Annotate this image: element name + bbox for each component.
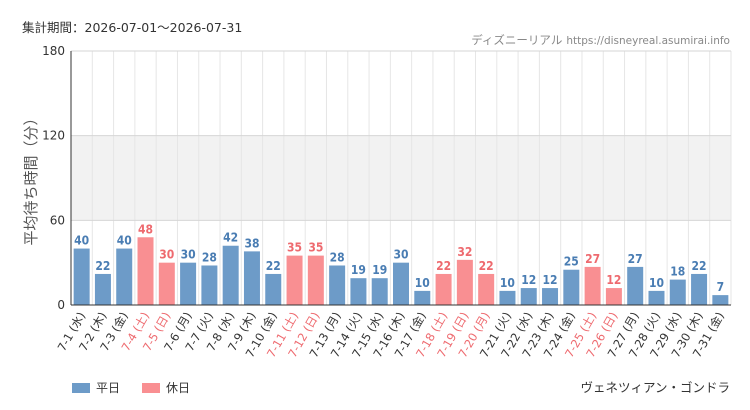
bar — [243, 251, 260, 305]
value-label: 7 — [717, 280, 725, 294]
bar — [116, 248, 133, 305]
y-tick-label: 120 — [42, 129, 65, 143]
bar — [648, 290, 665, 305]
value-label: 19 — [372, 263, 387, 277]
value-label: 28 — [202, 250, 217, 264]
y-tick-label: 0 — [57, 298, 65, 312]
bar — [94, 273, 111, 305]
value-label: 22 — [479, 259, 494, 273]
period-range: 2026-07-01〜2026-07-31 — [84, 20, 243, 35]
value-label: 22 — [436, 259, 451, 273]
value-label: 30 — [393, 248, 408, 262]
bar — [669, 279, 686, 305]
bar — [180, 262, 197, 305]
bar — [201, 265, 218, 305]
legend-item-holiday: 休日 — [142, 379, 190, 396]
legend-swatch-weekday — [72, 382, 90, 393]
site-name: ディズニーリアル — [471, 33, 563, 47]
value-label: 18 — [670, 265, 685, 279]
bar — [712, 295, 729, 305]
value-label: 22 — [266, 259, 281, 273]
bar — [435, 273, 452, 305]
value-label: 42 — [223, 231, 238, 245]
bar — [73, 248, 90, 305]
bar — [414, 290, 431, 305]
value-label: 30 — [181, 248, 196, 262]
bar — [563, 269, 580, 305]
value-label: 22 — [95, 259, 110, 273]
bar — [329, 265, 346, 305]
value-label: 10 — [415, 276, 430, 290]
value-label: 22 — [692, 259, 707, 273]
value-label: 10 — [500, 276, 515, 290]
value-label: 12 — [606, 273, 621, 287]
attraction-name: ヴェネツィアン・ゴンドラ — [580, 380, 730, 395]
legend-label-holiday: 休日 — [166, 381, 191, 395]
legend-swatch-holiday — [142, 382, 161, 393]
value-label: 40 — [117, 234, 132, 248]
bar — [605, 288, 622, 305]
value-label: 30 — [159, 248, 174, 262]
value-label: 12 — [521, 273, 536, 287]
bar — [499, 290, 516, 305]
value-label: 32 — [457, 245, 472, 259]
bar — [265, 273, 282, 305]
bar — [478, 273, 495, 305]
bar — [222, 245, 239, 305]
period-label: 集計期間：2026-07-01〜2026-07-31 — [22, 17, 242, 36]
site-url: https://disneyreal.asumirai.info — [566, 35, 730, 47]
legend-label-weekday: 平日 — [96, 381, 121, 395]
value-label: 48 — [138, 222, 153, 236]
bar — [307, 255, 324, 305]
value-label: 27 — [628, 252, 643, 266]
bar — [137, 237, 154, 305]
bar — [542, 288, 559, 305]
bar — [350, 278, 367, 305]
value-label: 10 — [649, 276, 664, 290]
bar — [584, 266, 601, 305]
shaded-band — [71, 135, 731, 221]
value-label: 40 — [74, 234, 89, 248]
value-label: 27 — [585, 252, 600, 266]
bar — [627, 266, 644, 305]
bar — [393, 262, 409, 305]
source-credit: ディズニーリアル https://disneyreal.asumirai.info — [471, 32, 730, 48]
value-label: 19 — [351, 263, 366, 277]
legend: 平日 休日 — [72, 379, 212, 396]
value-label: 28 — [330, 250, 345, 264]
y-tick-label: 60 — [50, 213, 65, 227]
bar — [286, 255, 303, 305]
y-axis-label: 平均待ち時間（分） — [22, 110, 40, 245]
bar — [520, 288, 537, 305]
value-label: 35 — [308, 241, 323, 255]
value-label: 12 — [543, 273, 558, 287]
bar — [158, 262, 175, 305]
value-label: 25 — [564, 255, 579, 269]
value-label: 35 — [287, 241, 302, 255]
bar — [456, 259, 473, 305]
legend-item-weekday: 平日 — [72, 379, 120, 396]
bar — [371, 278, 388, 305]
y-tick-label: 180 — [42, 44, 65, 58]
bar — [691, 273, 708, 305]
period-prefix: 集計期間： — [22, 20, 85, 35]
value-label: 38 — [244, 236, 259, 250]
